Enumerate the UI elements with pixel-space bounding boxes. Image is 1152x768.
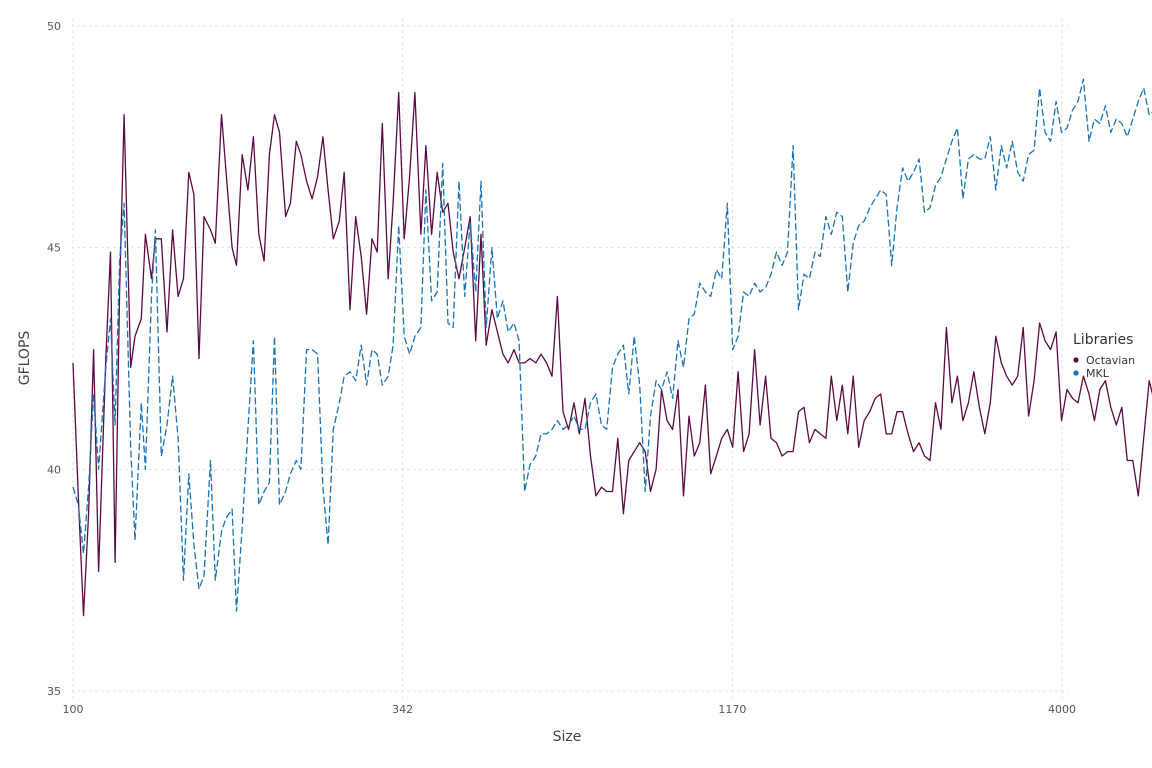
y-axis-ticks: 35 40 45 50 — [47, 20, 61, 698]
y-axis-title: GFLOPS — [17, 331, 33, 386]
x-axis-title: Size — [553, 729, 582, 745]
series-line-mkl — [72, 78, 1152, 612]
y-tick-label: 50 — [47, 20, 61, 33]
legend-label-octavian: Octavian — [1086, 354, 1135, 367]
x-tick-label: 342 — [392, 703, 413, 716]
legend-swatch-octavian — [1073, 357, 1079, 363]
y-tick-label: 40 — [47, 463, 61, 476]
y-tick-label: 45 — [47, 242, 61, 255]
series-line-octavian — [72, 91, 1152, 617]
legend-swatch-mkl — [1073, 370, 1079, 376]
x-axis-ticks: 100 342 1170 4000 — [63, 703, 1077, 716]
x-tick-label: 4000 — [1048, 703, 1076, 716]
x-tick-label: 1170 — [718, 703, 746, 716]
series-lines — [72, 78, 1152, 617]
legend-title: Libraries — [1073, 332, 1133, 348]
y-tick-label: 35 — [47, 685, 61, 698]
gridlines — [71, 18, 1069, 698]
x-tick-label: 100 — [63, 703, 84, 716]
legend-label-mkl: MKL — [1086, 367, 1110, 380]
